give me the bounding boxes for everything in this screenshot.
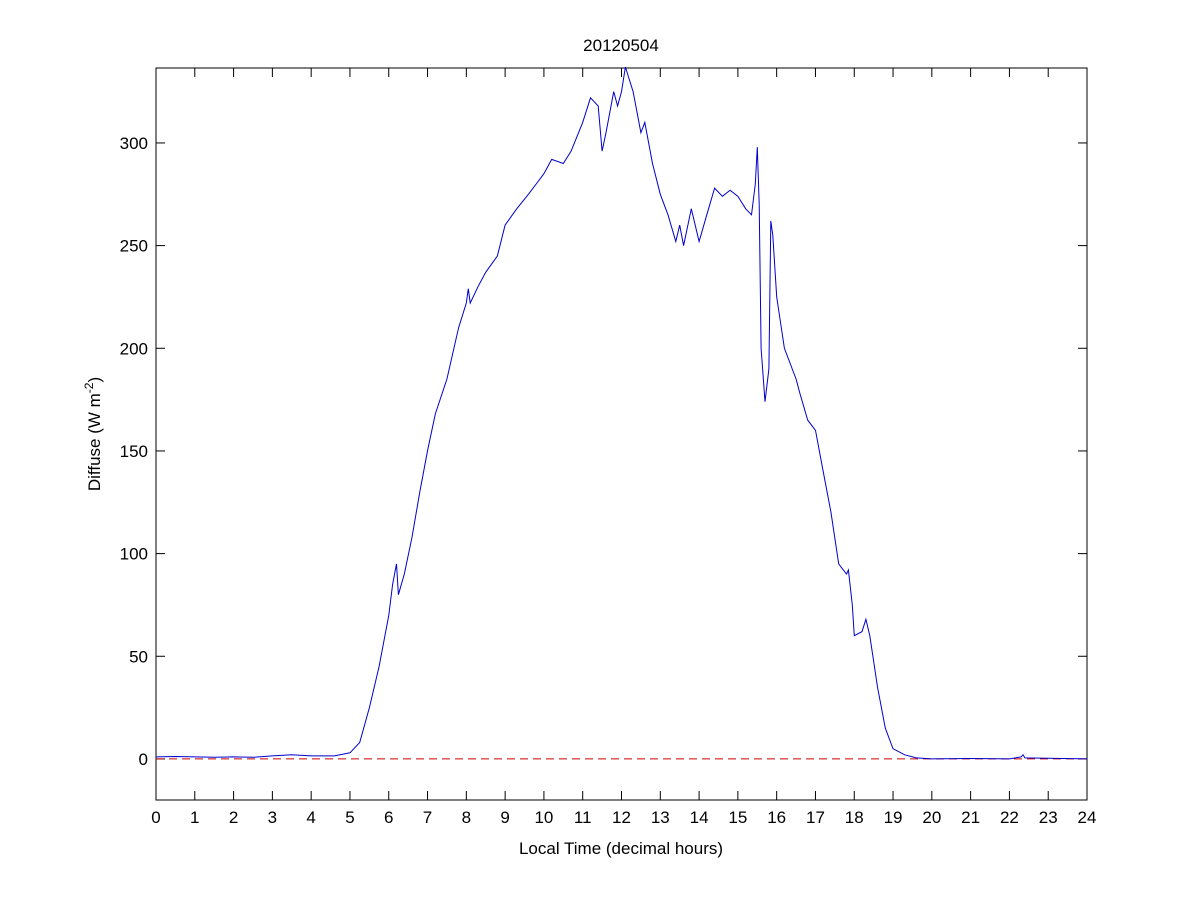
x-tick-label: 5 [345,808,354,827]
x-tick-label: 4 [306,808,315,827]
ticks: 0 1 2 3 4 5 6 7 8 9 10 11 12 13 14 15 16 17 18 19 20 21 22 23 24… [120,68,1097,827]
y-tick-label: 250 [120,237,148,256]
x-tick-label: 10 [534,808,553,827]
y-axis-label-text: Diffuse (W m [85,393,104,491]
x-tick-label: 21 [961,808,980,827]
x-tick-label: 1 [190,808,199,827]
y-tick-label: 0 [139,750,148,769]
y-axis-label: Diffuse (W m-2) [82,377,104,491]
y-tick-label: 50 [129,647,148,666]
x-tick-label: 20 [922,808,941,827]
x-tick-label: 15 [728,808,747,827]
y-tick-label: 150 [120,442,148,461]
x-tick-label: 17 [806,808,825,827]
x-tick-label: 13 [651,808,670,827]
x-tick-label: 6 [384,808,393,827]
x-tick-label: 7 [423,808,432,827]
x-tick-label: 16 [767,808,786,827]
x-tick-label: 22 [1000,808,1019,827]
x-axis-label: Local Time (decimal hours) [519,839,723,858]
x-tick-label: 3 [268,808,277,827]
x-tick-label: 19 [884,808,903,827]
plot-area [155,67,1088,801]
y-tick-label: 300 [120,134,148,153]
y-axis-label-suffix: ) [85,377,104,383]
y-tick-label: 200 [120,339,148,358]
chart-title: 20120504 [583,36,659,55]
y-axis-label-superscript: -2 [82,382,96,393]
x-tick-label: 14 [690,808,709,827]
x-tick-label: 8 [462,808,471,827]
series-lines [155,66,1088,760]
x-tick-label: 9 [500,808,509,827]
x-tick-label: 0 [151,808,160,827]
x-tick-label: 24 [1078,808,1097,827]
y-tick-label: 100 [120,545,148,564]
x-tick-label: 2 [229,808,238,827]
x-tick-label: 12 [612,808,631,827]
x-tick-label: 18 [845,808,864,827]
diffuse-series-line [155,66,1088,760]
x-tick-label: 11 [574,808,592,827]
x-tick-label: 23 [1039,808,1058,827]
